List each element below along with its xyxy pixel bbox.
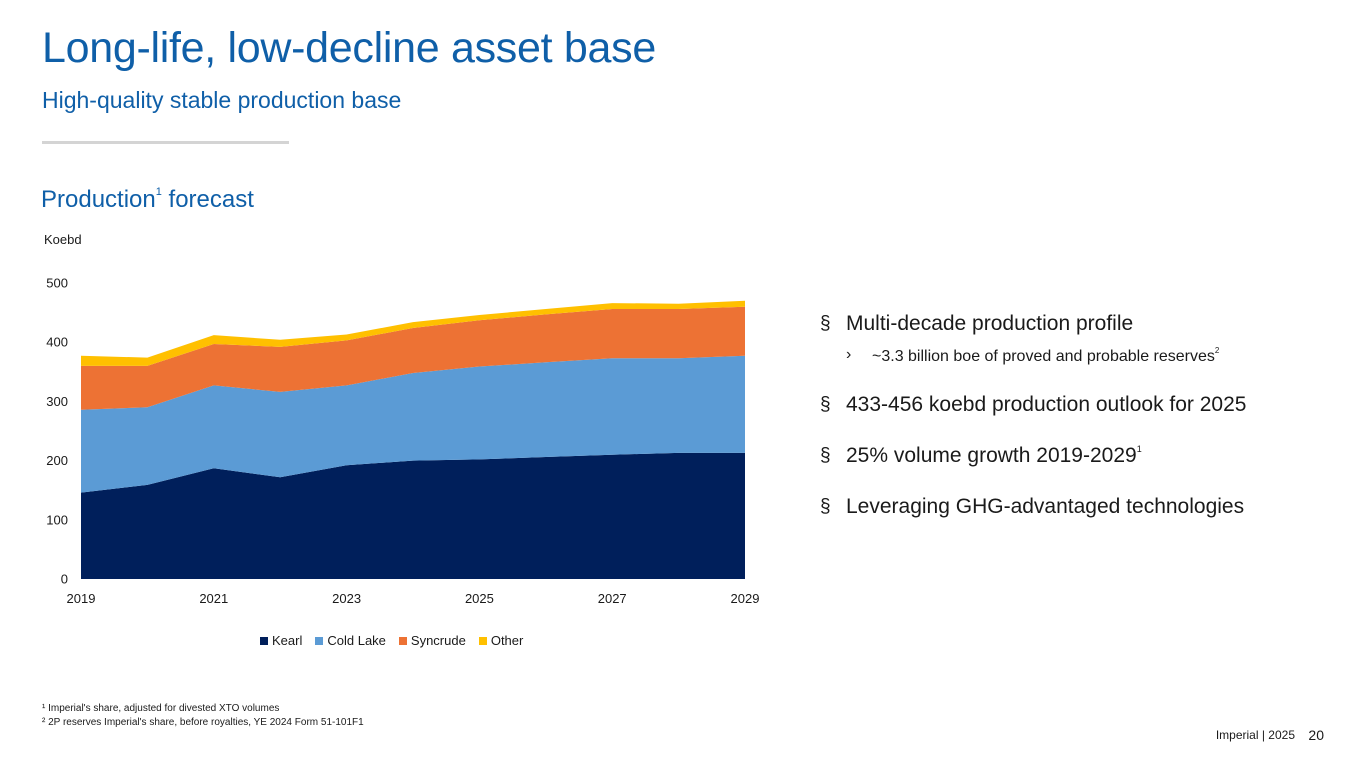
y-axis-ticks: 0 100 200 300 400 500 [46,276,68,587]
chart-title-footnote-mark: 1 [155,186,162,198]
footer-brand: Imperial | 2025 [1215,728,1295,742]
legend-item-other: Other [478,633,524,648]
bullet-mark: § [820,445,831,466]
footnote-2: ² 2P reserves Imperial's share, before r… [42,717,364,728]
x-axis-ticks: 2019 2021 2023 2025 2027 2029 [67,591,760,606]
bullet-ghg-technologies: § Leveraging GHG-advantaged technologies [820,495,1340,519]
area-series-kearl [81,452,745,579]
legend-swatch [260,636,268,645]
chart-title-text: Production [41,186,156,213]
x-tick-label: 2019 [67,591,96,606]
y-tick-label: 0 [61,572,68,587]
footnotes: ¹ Imperial's share, adjusted for diveste… [42,702,364,730]
x-tick-label: 2021 [199,591,228,606]
x-tick-label: 2025 [465,591,494,606]
slide-title: Long-life, low-decline asset base [42,24,656,72]
legend-label: Kearl [272,633,303,648]
legend-item-cold-lake: Cold Lake [315,633,386,648]
legend-swatch [398,636,407,645]
y-tick-label: 100 [46,512,68,527]
y-tick-label: 400 [46,335,68,350]
legend-label: Syncrude [410,633,466,648]
area-series-cold-lake [81,355,745,493]
bullet-text: Multi-decade production profile [846,312,1134,335]
x-tick-label: 2023 [332,591,361,606]
legend-item-syncrude: Syncrude [398,633,466,648]
bullet-text: Leveraging GHG-advantaged technologies [846,495,1245,518]
bullet-production-profile: § Multi-decade production profile [820,312,1340,336]
footnote-mark: 2 [1214,346,1220,355]
production-area-chart: 0 100 200 300 400 500 2019 2021 2023 2025 2027 202… [46,276,760,607]
slide-subtitle: High-quality stable production base [42,87,402,113]
chart-legend: Kearl Cold Lake Syncrude Other [260,633,523,648]
legend-swatch [315,636,324,645]
bullet-production-outlook: § 433-456 koebd production outlook for 2… [820,393,1340,417]
y-tick-label: 200 [46,453,68,468]
x-tick-label: 2027 [598,591,627,606]
area-series-other [81,300,745,366]
title-divider [42,141,289,144]
chart-title-suffix: forecast [161,186,254,213]
x-tick-label: 2029 [731,591,760,606]
bullet-text: 433-456 koebd production outlook for 202… [846,393,1247,416]
footnote-mark: 1 [1136,444,1142,454]
legend-swatch [478,636,487,645]
footnote-1: ¹ Imperial's share, adjusted for diveste… [42,703,280,714]
key-points: § Multi-decade production profile › ~3.3… [820,312,1340,519]
bullet-mark: § [820,394,831,415]
y-axis-unit-label: Koebd [44,232,82,247]
sub-bullet-reserves: › ~3.3 billion boe of proved and probabl… [820,346,1340,366]
bullet-mark: § [820,313,831,334]
y-tick-label: 300 [46,394,68,409]
sub-bullet-mark: › [846,346,852,363]
y-tick-label: 500 [46,276,68,291]
sub-bullet-text: ~3.3 billion boe of proved and probable … [872,348,1215,365]
legend-label: Cold Lake [327,633,386,648]
chart-title: Production1 forecast [41,186,254,214]
legend-item-kearl: Kearl [260,633,302,648]
legend-label: Other [490,633,524,648]
bullet-text: 25% volume growth 2019-2029 [846,444,1137,467]
page-number: 20 [1308,727,1324,743]
bullet-mark: § [820,496,831,517]
chart-areas [81,300,745,579]
area-series-syncrude [81,306,745,410]
bullet-volume-growth: § 25% volume growth 2019-20291 [820,444,1340,468]
